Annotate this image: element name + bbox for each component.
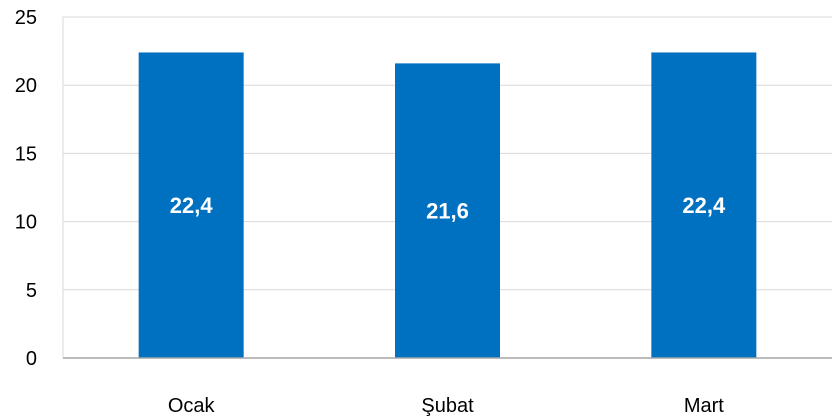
x-tick-label: Şubat bbox=[421, 395, 474, 417]
axes bbox=[62, 17, 832, 359]
y-tick-label: 5 bbox=[26, 280, 37, 302]
bars bbox=[138, 52, 757, 359]
bar-2 bbox=[395, 63, 500, 358]
y-tick-label: 10 bbox=[15, 212, 37, 234]
labels: 0 5 10 15 20 25 22,4 Ocak 21,6 Şubat 22,4 Mart bbox=[15, 7, 726, 417]
x-tick-label: Mart bbox=[684, 395, 724, 417]
y-tick-label: 25 bbox=[15, 7, 37, 29]
y-tick-label: 20 bbox=[15, 75, 37, 97]
data-label: 22,4 bbox=[170, 193, 214, 218]
y-tick-label: 15 bbox=[15, 143, 37, 165]
y-tick-label: 0 bbox=[26, 348, 37, 370]
bar-3 bbox=[651, 52, 757, 359]
bar-1 bbox=[138, 52, 244, 359]
x-tick-label: Ocak bbox=[168, 395, 216, 417]
data-label: 21,6 bbox=[426, 199, 469, 224]
data-label: 22,4 bbox=[682, 193, 726, 218]
